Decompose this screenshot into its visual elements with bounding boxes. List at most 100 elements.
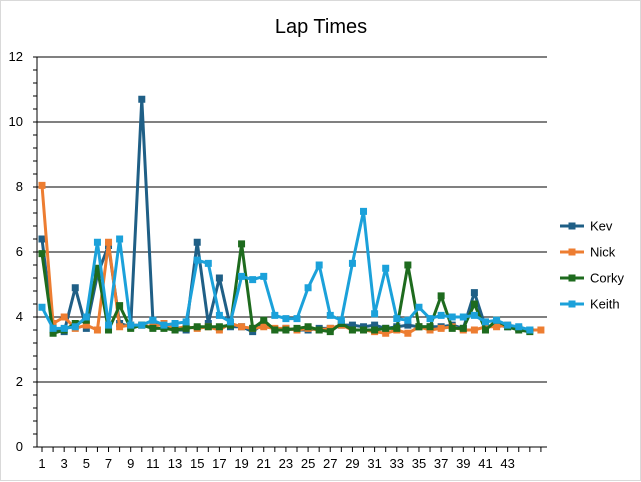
data-point-nick: [105, 238, 113, 246]
data-point-corky: [382, 324, 390, 332]
data-point-corky: [238, 240, 246, 248]
data-point-kev: [348, 321, 356, 329]
data-point-keith: [526, 326, 534, 334]
data-point-keith: [326, 311, 334, 319]
data-point-keith: [337, 316, 345, 324]
x-tick-label: 41: [478, 456, 492, 471]
data-point-keith: [271, 311, 279, 319]
data-point-keith: [93, 238, 101, 246]
data-point-corky: [415, 323, 423, 331]
x-tick-label: 29: [345, 456, 359, 471]
data-point-kev: [215, 274, 223, 282]
data-point-nick: [382, 329, 390, 337]
data-point-keith: [249, 276, 257, 284]
legend-swatch-marker: [568, 248, 576, 256]
data-point-kev: [470, 289, 478, 297]
data-point-nick: [82, 321, 90, 329]
data-point-keith: [315, 261, 323, 269]
data-point-corky: [182, 324, 190, 332]
data-point-corky: [93, 264, 101, 272]
data-point-corky: [326, 328, 334, 336]
data-point-keith: [504, 321, 512, 329]
x-tick-label: 35: [412, 456, 426, 471]
data-point-keith: [38, 303, 46, 311]
data-point-nick: [93, 326, 101, 334]
y-tick-label: 0: [16, 439, 23, 454]
data-point-keith: [437, 311, 445, 319]
x-tick-label: 33: [390, 456, 404, 471]
data-point-corky: [271, 326, 279, 334]
data-point-nick: [537, 326, 545, 334]
x-tick-label: 23: [279, 456, 293, 471]
data-point-corky: [393, 324, 401, 332]
data-point-corky: [348, 326, 356, 334]
data-point-nick: [493, 323, 501, 331]
y-tick-label: 8: [16, 179, 23, 194]
data-point-keith: [71, 323, 79, 331]
series-lines: [38, 95, 545, 337]
legend-swatch-marker: [568, 222, 576, 230]
data-point-corky: [249, 324, 257, 332]
data-point-corky: [49, 329, 57, 337]
y-tick-label: 10: [9, 114, 23, 129]
chart-title: Lap Times: [275, 16, 367, 38]
data-point-keith: [238, 272, 246, 280]
data-point-kev: [138, 95, 146, 103]
data-point-corky: [481, 326, 489, 334]
data-point-keith: [138, 321, 146, 329]
y-tick-label: 4: [16, 309, 23, 324]
data-point-corky: [371, 326, 379, 334]
data-point-corky: [260, 316, 268, 324]
data-point-nick: [38, 181, 46, 189]
data-point-corky: [293, 324, 301, 332]
x-tick-label: 39: [456, 456, 470, 471]
data-point-keith: [448, 313, 456, 321]
data-point-keith: [60, 324, 68, 332]
data-point-nick: [60, 313, 68, 321]
data-point-keith: [393, 315, 401, 323]
data-point-corky: [116, 302, 124, 310]
data-point-nick: [238, 323, 246, 331]
data-point-corky: [282, 326, 290, 334]
data-point-corky: [105, 326, 113, 334]
data-point-keith: [49, 324, 57, 332]
x-tick-label: 43: [500, 456, 514, 471]
data-point-keith: [304, 284, 312, 292]
data-point-keith: [360, 207, 368, 215]
data-point-keith: [182, 318, 190, 326]
data-point-corky: [215, 323, 223, 331]
data-point-keith: [105, 321, 113, 329]
y-tick-label: 12: [9, 49, 23, 64]
x-tick-label: 11: [146, 456, 160, 471]
data-point-nick: [404, 329, 412, 337]
data-point-keith: [348, 259, 356, 267]
data-point-keith: [160, 321, 168, 329]
x-tick-label: 13: [168, 456, 182, 471]
data-point-keith: [171, 320, 179, 327]
data-point-corky: [171, 326, 179, 334]
legend-label-corky: Corky: [590, 271, 624, 286]
y-tick-label: 2: [16, 374, 23, 389]
legend: Kev Nick Corky Keith: [560, 219, 624, 312]
legend-swatch-marker: [568, 300, 576, 308]
data-point-kev: [71, 284, 79, 292]
data-point-corky: [404, 261, 412, 269]
data-point-keith: [493, 316, 501, 324]
data-point-keith: [382, 264, 390, 272]
data-point-kev: [193, 238, 201, 246]
data-point-keith: [204, 259, 212, 267]
data-point-corky: [149, 324, 157, 332]
data-point-keith: [404, 316, 412, 324]
x-tick-label: 31: [367, 456, 381, 471]
data-point-keith: [470, 311, 478, 319]
data-point-keith: [116, 235, 124, 243]
x-tick-label: 9: [127, 456, 134, 471]
data-point-corky: [204, 323, 212, 331]
data-point-nick: [437, 324, 445, 332]
x-tick-label: 15: [190, 456, 204, 471]
data-point-nick: [470, 326, 478, 334]
x-tick-label: 19: [234, 456, 248, 471]
data-point-corky: [315, 326, 323, 334]
legend-label-nick: Nick: [590, 245, 616, 260]
